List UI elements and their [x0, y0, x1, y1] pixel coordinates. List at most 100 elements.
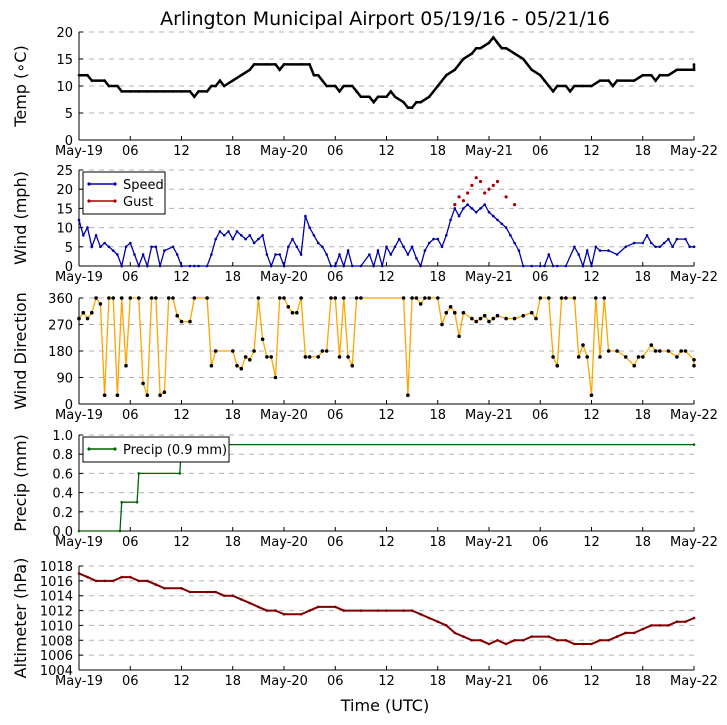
wind-direction-data-point — [102, 393, 107, 398]
temp-x-tick-label: 12 — [378, 144, 395, 159]
temp-data-point — [415, 100, 418, 104]
temp-data-point — [355, 90, 358, 93]
wind-direction-data-point — [679, 349, 683, 353]
wind-direction-data-point — [615, 349, 619, 353]
wind-data-point — [257, 237, 260, 241]
wind-direction-data-point — [85, 316, 90, 321]
temp-y-tick-label: 10 — [56, 80, 73, 95]
wind-data-point — [410, 245, 414, 249]
wind-x-tick-label: 18 — [429, 270, 446, 285]
wind-direction-data-point — [350, 363, 355, 368]
wind-data-point — [436, 237, 440, 241]
wind-data-point — [342, 264, 346, 268]
wind-data-point — [205, 264, 209, 268]
temp-data-point — [551, 90, 555, 93]
wind-data-point — [261, 234, 264, 237]
wind-data-point — [607, 249, 610, 252]
wind-direction-data-point — [188, 319, 192, 324]
altimeter-data-point — [86, 575, 89, 579]
temp-data-point — [539, 73, 542, 77]
altimeter-x-tick-label: May-22 — [670, 674, 718, 689]
altimeter-data-point — [308, 609, 311, 612]
wind-data-point — [282, 264, 286, 268]
temp-data-point — [205, 90, 209, 93]
temp-data-point — [368, 95, 371, 99]
temp-data-point — [581, 84, 585, 88]
wind-data-point — [466, 203, 469, 206]
precip-y-axis-label: Precip (mm) — [11, 434, 30, 532]
wind-data-point — [440, 245, 444, 249]
wind-direction-data-point — [602, 296, 607, 300]
altimeter-data-point — [248, 601, 252, 605]
wind-y-axis-label: Wind (mph) — [11, 171, 30, 265]
temp-data-point — [474, 46, 478, 50]
altimeter-data-point — [479, 639, 482, 642]
altimeter-data-point — [573, 642, 576, 646]
wind-direction-data-point — [551, 355, 555, 359]
temp-data-point — [107, 84, 111, 88]
wind-direction-panel: 0 90 180 270 360 May-19 06 12 18 May-20 06 12 18 May-… — [11, 292, 718, 423]
temp-data-point — [316, 73, 320, 77]
wind-data-point — [684, 237, 687, 241]
wind-direction-data-point — [119, 296, 124, 300]
wind-direction-data-point — [265, 355, 269, 359]
wind-direction-x-tick-label: May-20 — [260, 408, 308, 423]
wind-data-point — [470, 207, 474, 210]
altimeter-x-tick-label: 06 — [532, 674, 549, 689]
precip-x-tick-label: 06 — [327, 535, 344, 550]
wind-direction-data-point — [171, 296, 175, 300]
wind-direction-data-point — [418, 302, 423, 306]
wind-data-point — [590, 264, 593, 268]
wind-direction-data-point — [269, 355, 274, 359]
wind-direction-data-point — [162, 390, 167, 395]
wind-direction-data-point — [581, 343, 585, 347]
wind-direction-x-tick-label: 12 — [583, 408, 600, 423]
wind-direction-data-point — [252, 349, 256, 353]
wind-direction-data-point — [243, 355, 248, 359]
temp-data-point — [376, 95, 380, 99]
wind-data-point — [496, 218, 499, 222]
altimeter-data-point — [154, 583, 158, 586]
wind-data-point — [231, 237, 235, 241]
wind-direction-x-tick-label: May-21 — [465, 408, 513, 423]
temp-data-point — [632, 79, 636, 82]
wind-data-point — [90, 245, 94, 249]
wind-data-point — [389, 253, 393, 256]
wind-data-point — [517, 249, 521, 252]
temp-data-point — [419, 100, 423, 104]
altimeter-data-point — [240, 598, 243, 601]
altimeter-y-tick-label: 1006 — [40, 649, 73, 664]
wind-data-point — [564, 264, 568, 268]
precip-data-point — [137, 472, 141, 475]
wind-data-point — [316, 241, 320, 245]
temp-data-point — [445, 73, 448, 77]
wind-data-point — [269, 264, 273, 268]
altimeter-data-point — [146, 579, 149, 583]
temp-data-point — [222, 84, 226, 88]
wind-data-point — [650, 241, 653, 245]
temp-data-point — [470, 52, 474, 55]
wind-x-tick-label: 12 — [378, 270, 395, 285]
altimeter-data-point — [487, 642, 491, 646]
wind-legend-marker — [87, 199, 91, 203]
precip-data-point — [118, 529, 122, 533]
chart-title: Arlington Municipal Airport 05/19/16 - 0… — [160, 8, 610, 30]
wind-direction-data-point — [495, 313, 500, 318]
altimeter-data-point — [547, 635, 551, 638]
wind-data-point — [474, 176, 478, 180]
precip-data-point — [77, 529, 81, 533]
altimeter-data-point — [111, 579, 115, 583]
wind-data-point — [385, 245, 388, 249]
temp-data-point — [598, 79, 602, 82]
wind-data-point — [214, 237, 217, 241]
wind-data-point — [235, 230, 239, 233]
wind-legend-marker — [113, 199, 117, 203]
temp-data-point — [568, 90, 572, 93]
wind-data-point — [449, 218, 452, 222]
wind-y-tick-label: 10 — [56, 222, 73, 237]
wind-data-point — [675, 237, 679, 241]
temp-data-point — [334, 84, 337, 88]
wind-direction-data-point — [81, 310, 86, 315]
wind-direction-data-point — [303, 355, 308, 359]
wind-data-point — [103, 241, 106, 245]
